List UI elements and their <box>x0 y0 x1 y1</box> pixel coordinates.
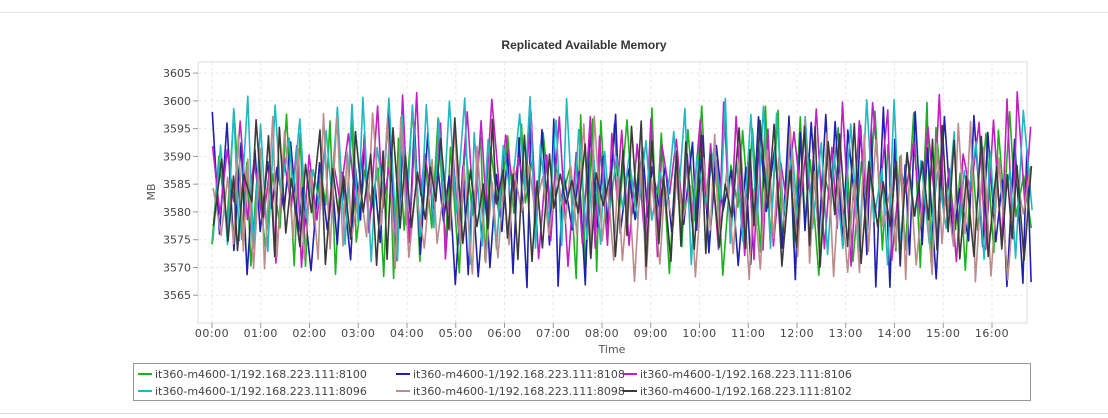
legend-item: it360-m4600-1/192.168.223.111:8098 <box>396 383 625 399</box>
y-axis: 3565 3570 3575 3580 3585 3590 3595 3600 3605 <box>163 67 198 302</box>
x-tick-label: 13:00 <box>829 327 863 340</box>
x-tick-label: 14:00 <box>877 327 911 340</box>
series-line-6 <box>212 117 1033 269</box>
x-tick-label: 15:00 <box>926 327 960 340</box>
bottom-divider <box>0 413 1108 414</box>
x-tick-label: 12:00 <box>780 327 814 340</box>
top-divider <box>0 12 1108 13</box>
y-axis-label: MB <box>145 183 158 200</box>
y-tick-label: 3585 <box>163 178 191 191</box>
x-tick-label: 16:00 <box>975 327 1009 340</box>
y-tick-label: 3600 <box>163 95 191 108</box>
y-tick-label: 3575 <box>163 234 191 247</box>
legend-swatch <box>138 390 152 392</box>
x-tick-label: 06:00 <box>487 327 521 340</box>
legend-label: it360-m4600-1/192.168.223.111:8102 <box>640 384 852 398</box>
x-tick-label: 07:00 <box>536 327 570 340</box>
y-tick-label: 3590 <box>163 150 191 163</box>
legend-swatch <box>623 373 637 375</box>
legend-swatch <box>138 373 152 375</box>
legend-label: it360-m4600-1/192.168.223.111:8100 <box>155 367 367 381</box>
x-tick-label: 11:00 <box>731 327 765 340</box>
legend-label: it360-m4600-1/192.168.223.111:8098 <box>413 384 625 398</box>
x-tick-label: 04:00 <box>390 327 424 340</box>
y-tick-label: 3565 <box>163 289 191 302</box>
x-axis-label: Time <box>598 343 626 356</box>
x-tick-label: 03:00 <box>341 327 375 340</box>
legend-item: it360-m4600-1/192.168.223.111:8096 <box>138 383 367 399</box>
x-tick-label: 10:00 <box>682 327 716 340</box>
legend-item: it360-m4600-1/192.168.223.111:8106 <box>623 366 852 382</box>
x-tick-label: 00:00 <box>195 327 229 340</box>
x-tick-label: 01:00 <box>244 327 278 340</box>
chart-title: Replicated Available Memory <box>501 38 667 52</box>
legend-label: it360-m4600-1/192.168.223.111:8096 <box>155 384 367 398</box>
y-tick-label: 3595 <box>163 123 191 136</box>
series-lines <box>211 91 1033 289</box>
legend-item: it360-m4600-1/192.168.223.111:8108 <box>396 366 625 382</box>
legend-swatch <box>396 390 410 392</box>
x-tick-label: 08:00 <box>585 327 619 340</box>
legend-item: it360-m4600-1/192.168.223.111:8102 <box>623 383 852 399</box>
legend: it360-m4600-1/192.168.223.111:8100 it360-… <box>133 363 1031 401</box>
legend-item: it360-m4600-1/192.168.223.111:8100 <box>138 366 367 382</box>
x-tick-label: 05:00 <box>439 327 473 340</box>
x-tick-label: 02:00 <box>292 327 326 340</box>
x-axis: 00:00 01:00 02:00 03:00 04:00 05:00 06:00 07:00… <box>195 323 1009 340</box>
y-tick-label: 3580 <box>163 206 191 219</box>
x-tick-label: 09:00 <box>634 327 668 340</box>
legend-label: it360-m4600-1/192.168.223.111:8108 <box>413 367 625 381</box>
legend-swatch <box>396 373 410 375</box>
series-line-2 <box>211 106 1032 289</box>
legend-swatch <box>623 390 637 392</box>
legend-label: it360-m4600-1/192.168.223.111:8106 <box>640 367 852 381</box>
y-tick-label: 3605 <box>163 67 191 80</box>
y-tick-label: 3570 <box>163 261 191 274</box>
